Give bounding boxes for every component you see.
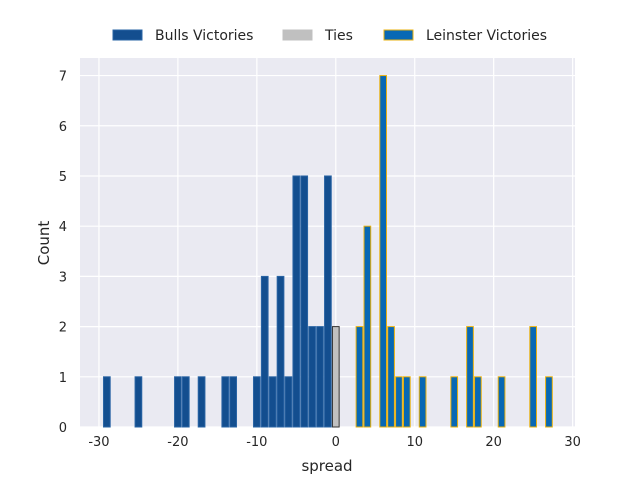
- x-tick-label: 30: [564, 435, 581, 450]
- bar-leinster-victories: [387, 326, 395, 428]
- bar-leinster-victories: [529, 326, 538, 428]
- bar-leinster-victories: [497, 376, 506, 428]
- bar-bulls-victories: [260, 275, 269, 428]
- y-tick-label: 5: [59, 170, 67, 185]
- x-axis-label: spread: [301, 457, 352, 475]
- bars: [102, 75, 553, 428]
- x-tick-label: -30: [88, 435, 109, 450]
- y-tick-label: 2: [59, 321, 67, 336]
- bar-leinster-victories: [466, 326, 474, 428]
- bar-leinster-victories: [355, 326, 364, 428]
- bar-bulls-victories: [252, 376, 261, 428]
- bar-leinster-victories: [363, 225, 372, 428]
- legend-swatch-ties: [282, 29, 313, 41]
- bar-bulls-victories: [229, 376, 238, 428]
- bar-bulls-victories: [292, 175, 301, 428]
- x-tick-labels: -30 -20 -10 0 10 20 30: [88, 435, 581, 450]
- bar-leinster-victories: [395, 376, 403, 428]
- bar-leinster-victories: [450, 376, 459, 428]
- y-tick-label: 3: [59, 270, 67, 285]
- bar-leinster-victories: [402, 376, 411, 428]
- bar-leinster-victories: [545, 376, 553, 428]
- bar-bulls-victories: [284, 376, 293, 428]
- legend-label-leinster-victories: Leinster Victories: [426, 28, 547, 44]
- y-tick-label: 6: [59, 120, 67, 135]
- y-axis-label: Count: [35, 221, 53, 266]
- x-tick-label: 0: [332, 435, 340, 450]
- bar-bulls-victories: [102, 376, 111, 428]
- bar-leinster-victories: [474, 376, 482, 428]
- bar-bulls-victories: [134, 376, 143, 428]
- bar-bulls-victories: [174, 376, 182, 428]
- x-tick-label: 10: [406, 435, 423, 450]
- bar-bulls-victories: [181, 376, 190, 428]
- bar-leinster-victories: [379, 75, 388, 428]
- y-tick-labels: 0 1 2 3 4 5 6 7: [59, 70, 67, 436]
- x-tick-label: -20: [167, 435, 188, 450]
- bar-bulls-victories: [221, 376, 230, 428]
- legend-label-ties: Ties: [324, 28, 353, 44]
- bar-bulls-victories: [324, 175, 332, 428]
- legend-swatch-leinster-victories: [383, 29, 414, 41]
- bar-leinster-victories: [418, 376, 427, 428]
- y-tick-label: 4: [59, 220, 67, 235]
- bar-ties: [331, 326, 340, 428]
- x-tick-label: -10: [246, 435, 267, 450]
- bar-bulls-victories: [308, 326, 316, 428]
- bar-bulls-victories: [276, 275, 285, 428]
- bar-bulls-victories: [300, 175, 309, 428]
- x-tick-label: 20: [485, 435, 502, 450]
- bar-bulls-victories: [197, 376, 206, 428]
- legend-swatch-bulls-victories: [112, 29, 143, 41]
- y-tick-label: 7: [59, 70, 67, 85]
- bar-bulls-victories: [268, 376, 277, 428]
- legend: Bulls Victories Ties Leinster Victories: [112, 28, 547, 44]
- y-tick-label: 0: [59, 421, 67, 436]
- legend-label-bulls-victories: Bulls Victories: [155, 28, 253, 44]
- bar-bulls-victories: [316, 326, 324, 428]
- y-tick-label: 1: [59, 371, 67, 386]
